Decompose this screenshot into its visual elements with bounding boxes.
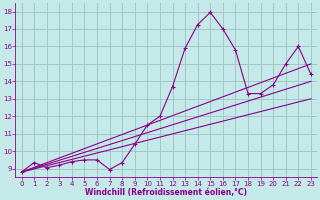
X-axis label: Windchill (Refroidissement éolien,°C): Windchill (Refroidissement éolien,°C) xyxy=(85,188,247,197)
